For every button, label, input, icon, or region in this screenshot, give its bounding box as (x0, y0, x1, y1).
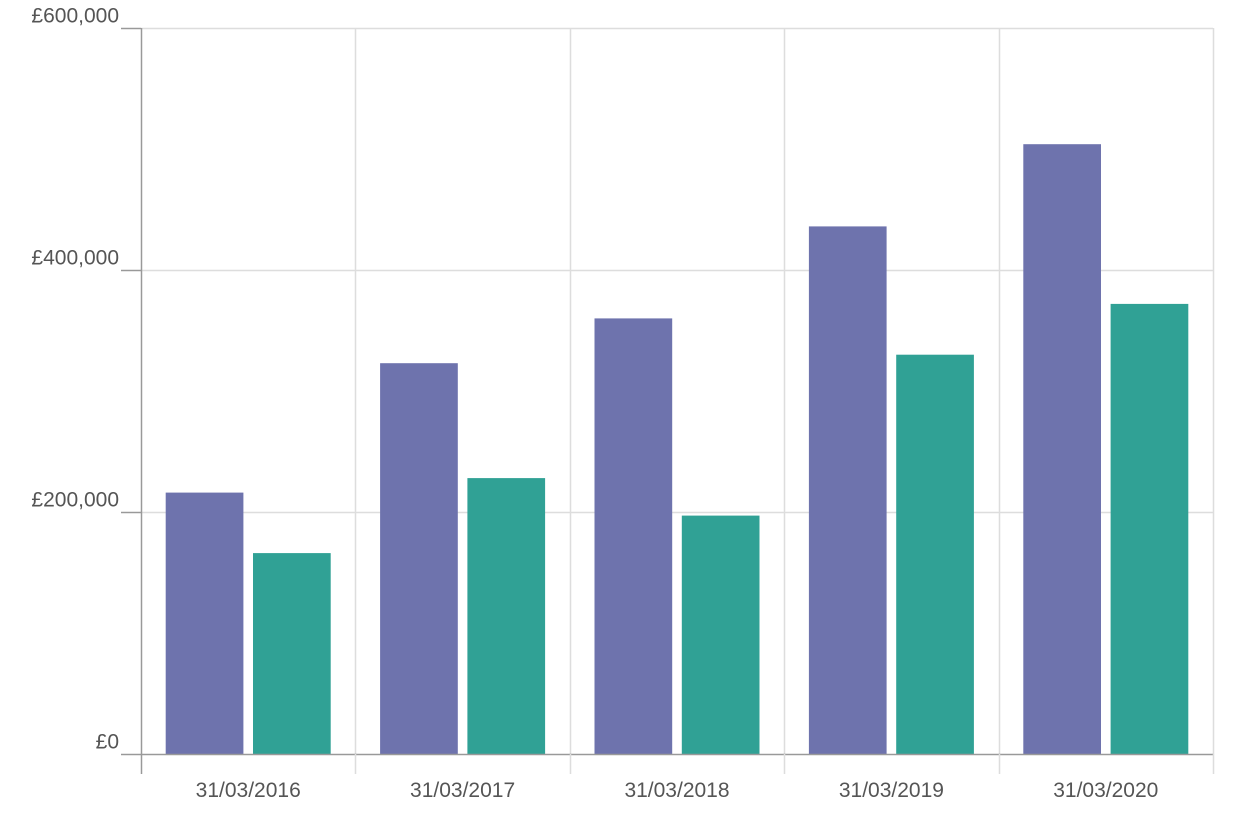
bar-2-2 (467, 478, 546, 754)
axes (121, 27, 1215, 774)
bar-1-4 (808, 226, 887, 754)
bar-2-1 (253, 553, 331, 754)
y-tick-label: £400,000 (31, 247, 119, 270)
x-tick-label: 31/03/2020 (1053, 779, 1158, 802)
bar-2-5 (1110, 303, 1189, 754)
bar-1-3 (594, 318, 673, 754)
tick-labels: £0 £200,000 £400,000 £600,000 31/03/2016 31/0… (31, 5, 1158, 803)
bar-1-2 (380, 363, 458, 754)
bar-2-4 (896, 354, 974, 754)
y-tick-label: £0 (96, 731, 119, 754)
bars (165, 144, 1189, 754)
x-tick-label: 31/03/2016 (196, 779, 301, 802)
y-tick-label: £200,000 (31, 489, 119, 512)
x-tick-label: 31/03/2019 (839, 779, 944, 802)
x-tick-label: 31/03/2017 (410, 779, 515, 802)
bar-1-1 (165, 492, 244, 754)
bar-1-5 (1023, 144, 1101, 754)
x-tick-label: 31/03/2018 (624, 779, 729, 802)
y-tick-label: £600,000 (31, 5, 119, 28)
bar-2-3 (681, 515, 760, 754)
